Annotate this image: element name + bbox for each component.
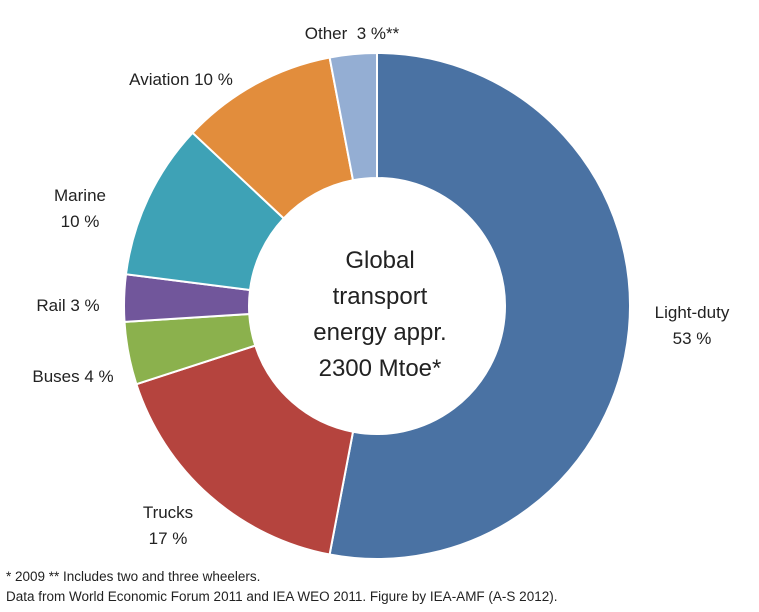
slice-trucks [135, 344, 355, 556]
label-marine: Marine 10 % [54, 186, 106, 231]
slice-other [328, 51, 378, 182]
footnote-asterisks: * 2009 ** Includes two and three wheeler… [6, 569, 261, 584]
footnote-source: Data from World Economic Forum 2011 and … [6, 589, 558, 604]
center-text-line: transport [333, 283, 428, 310]
label-trucks: Trucks 17 % [143, 503, 193, 548]
label-rail: Rail 3 % [36, 296, 99, 315]
label-light-duty: Light-duty 53 % [655, 303, 730, 348]
label-aviation: Aviation 10 % [129, 70, 233, 89]
center-text-line: 2300 Mtoe* [319, 355, 442, 382]
label-buses: Buses 4 % [32, 367, 113, 386]
center-text: Global transport energy appr. 2300 Mtoe* [313, 247, 446, 382]
label-other: Other 3 %** [305, 24, 400, 43]
donut-slices [123, 51, 631, 560]
slice-light-duty [328, 51, 631, 560]
center-text-line: Global [345, 247, 414, 274]
center-text-line: energy appr. [313, 319, 446, 346]
slice-labels: Light-duty 53 % Trucks 17 % Buses 4 % Rail 3 … [32, 24, 729, 548]
